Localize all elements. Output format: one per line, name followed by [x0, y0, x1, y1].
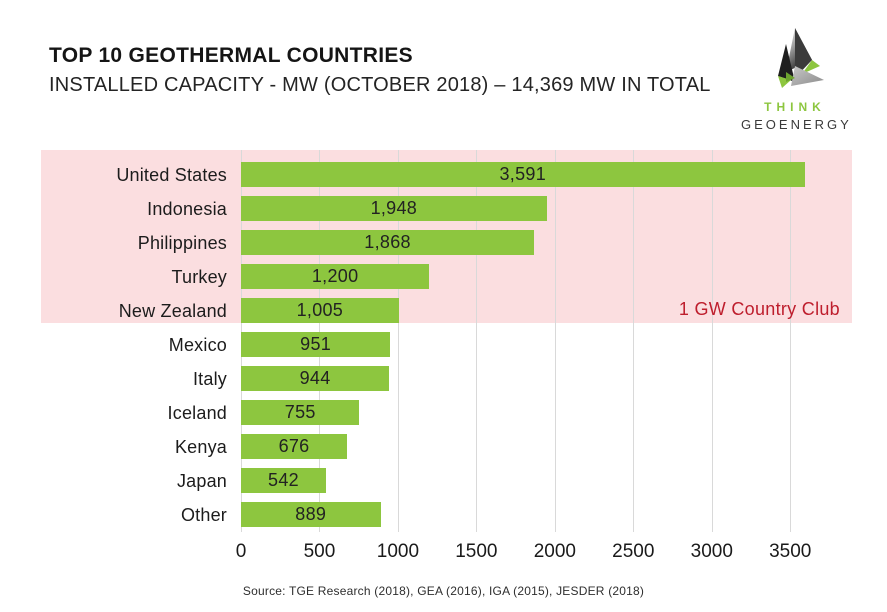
- bar-track: 676: [241, 430, 853, 464]
- gridline-1000: [397, 150, 399, 532]
- country-label: Philippines: [137, 232, 227, 253]
- x-tick-label: 1500: [455, 541, 498, 562]
- country-label: Mexico: [168, 334, 227, 355]
- x-axis-ticks: 0 500 1000 1500 2000 2500 3000 3500: [236, 541, 853, 563]
- capacity-bar: 951: [241, 332, 391, 357]
- bar-track: 944: [241, 362, 853, 396]
- capacity-bar: 676: [241, 434, 348, 459]
- country-label: Other: [180, 504, 227, 525]
- country-label: United States: [116, 164, 227, 185]
- table-row: United States 3,591: [0, 158, 853, 192]
- country-label: Japan: [176, 470, 227, 491]
- x-tick-label: 0: [235, 541, 247, 562]
- capacity-bar: 889: [241, 502, 381, 527]
- chart-header: TOP 10 GEOTHERMAL COUNTRIES INSTALLED CA…: [49, 44, 711, 97]
- country-label: Indonesia: [147, 198, 227, 219]
- capacity-bar: 1,948: [241, 196, 547, 221]
- capacity-value: 1,200: [311, 266, 359, 286]
- capacity-value: 889: [295, 504, 327, 524]
- logo-think-text: THINK: [764, 100, 826, 114]
- gridline-2000: [554, 150, 556, 532]
- capacity-value: 755: [284, 402, 316, 422]
- capacity-bar: 944: [241, 366, 390, 391]
- table-row: Turkey 1,200: [0, 260, 853, 294]
- bar-track: 755: [241, 396, 853, 430]
- logo-geoenergy-text: GEOENERGY: [741, 117, 852, 132]
- table-row: Mexico 951: [0, 328, 853, 362]
- bar-track: 1,868: [241, 226, 853, 260]
- country-label: Iceland: [167, 402, 227, 423]
- capacity-bar: 755: [241, 400, 360, 425]
- capacity-value: 944: [299, 368, 331, 388]
- table-row: New Zealand 1,005: [0, 294, 853, 328]
- bar-track: 1,005: [241, 294, 853, 328]
- capacity-value: 1,948: [370, 198, 418, 218]
- country-label: Kenya: [174, 436, 227, 457]
- x-tick-label: 1000: [376, 541, 420, 562]
- one-gw-club-label: 1 GW Country Club: [678, 299, 840, 319]
- bar-track: 1,200: [241, 260, 853, 294]
- capacity-bar: 3,591: [241, 162, 805, 187]
- country-label: New Zealand: [118, 300, 227, 321]
- capacity-value: 676: [278, 436, 310, 456]
- bar-track: 3,591: [241, 158, 853, 192]
- capacity-bar: 542: [241, 468, 327, 493]
- x-tick-label: 2500: [612, 541, 655, 562]
- table-row: Indonesia 1,948: [0, 192, 853, 226]
- chart-title: TOP 10 GEOTHERMAL COUNTRIES: [49, 44, 413, 67]
- capacity-bar: 1,200: [241, 264, 430, 289]
- thinkgeoenergy-logo-icon: [778, 28, 824, 88]
- chart-subtitle: INSTALLED CAPACITY - MW (OCTOBER 2018) –…: [49, 74, 711, 96]
- bar-track: 1,948: [241, 192, 853, 226]
- capacity-value: 951: [300, 334, 332, 354]
- capacity-bar: 1,005: [241, 298, 399, 323]
- table-row: Italy 944: [0, 362, 853, 396]
- table-row: Iceland 755: [0, 396, 853, 430]
- capacity-value: 3,591: [499, 164, 547, 184]
- thinkgeoenergy-logo: THINK GEOENERGY: [741, 26, 849, 132]
- gridline-1500: [476, 150, 478, 532]
- bar-track: 951: [241, 328, 853, 362]
- gridline-3000: [711, 150, 713, 532]
- source-caption: Source: TGE Research (2018), GEA (2016),…: [242, 584, 645, 598]
- gridline-3500: [790, 150, 792, 532]
- chart-rows: United States 3,591 Indonesia 1,948 Philippi…: [0, 158, 853, 532]
- gridline-2500: [633, 150, 635, 532]
- table-row: Other 889: [0, 498, 853, 532]
- capacity-value: 1,868: [364, 232, 411, 252]
- country-label: Italy: [192, 368, 227, 389]
- capacity-value: 1,005: [296, 300, 344, 320]
- x-tick-label: 3500: [769, 541, 812, 562]
- capacity-value: 542: [268, 470, 299, 490]
- table-row: Japan 542: [0, 464, 853, 498]
- bar-track: 889: [241, 498, 853, 532]
- x-tick-label: 2000: [533, 541, 576, 562]
- x-tick-label: 3000: [690, 541, 733, 562]
- bar-track: 542: [241, 464, 853, 498]
- country-label: Turkey: [171, 266, 227, 287]
- table-row: Kenya 676: [0, 430, 853, 464]
- x-tick-label: 500: [303, 541, 336, 562]
- table-row: Philippines 1,868: [0, 226, 853, 260]
- capacity-bar: 1,868: [241, 230, 535, 255]
